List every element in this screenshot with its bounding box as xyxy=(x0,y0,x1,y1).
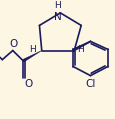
Text: O: O xyxy=(24,79,32,89)
Text: H: H xyxy=(76,45,83,54)
Text: N: N xyxy=(54,12,61,22)
Text: H: H xyxy=(28,45,35,54)
Polygon shape xyxy=(22,51,41,62)
Text: O: O xyxy=(9,39,17,49)
Text: Cl: Cl xyxy=(85,79,95,89)
Text: H: H xyxy=(54,1,61,10)
